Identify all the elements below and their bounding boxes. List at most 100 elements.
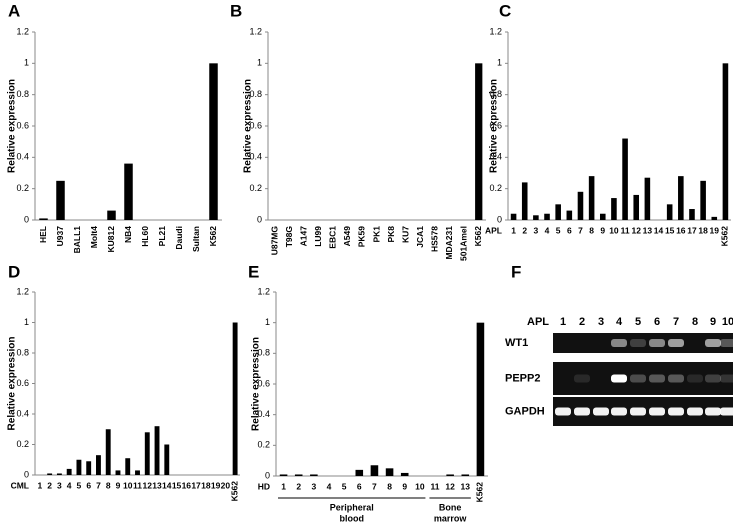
bar xyxy=(232,322,238,475)
x-tick-label: 12 xyxy=(445,481,455,491)
bar xyxy=(39,218,48,220)
gel-band xyxy=(687,374,703,383)
bar xyxy=(144,432,150,475)
y-tick-label: 0.8 xyxy=(257,348,270,358)
y-tick-label: 0.8 xyxy=(16,347,29,357)
lane-label: 5 xyxy=(635,316,641,328)
y-tick-label: 0.2 xyxy=(16,183,29,193)
x-tick-label: 10 xyxy=(609,225,619,235)
y-tick-label: 1.2 xyxy=(489,26,502,36)
x-tick-label: 7 xyxy=(96,480,101,490)
gel-band xyxy=(705,374,721,383)
y-tick-label: 0 xyxy=(497,214,502,224)
gel-band xyxy=(574,374,590,383)
y-tick-label: 1.2 xyxy=(249,26,262,36)
x-tick-label: K562 xyxy=(473,226,483,247)
x-tick-label: JCA1 xyxy=(415,226,425,248)
x-tick-label: LU99 xyxy=(313,226,323,247)
bar xyxy=(86,461,92,475)
bar xyxy=(633,194,640,220)
x-tick-label: 2 xyxy=(296,481,301,491)
x-tick-label: BALL1 xyxy=(72,226,82,254)
x-tick-label: K562 xyxy=(720,226,730,247)
x-tick-label: NB4 xyxy=(123,226,133,243)
group-text: Peripheral xyxy=(330,502,374,512)
x-tick-label: 1 xyxy=(38,480,43,490)
panel-label: E xyxy=(248,262,259,281)
gel-band xyxy=(593,407,609,416)
y-tick-label: 1.2 xyxy=(257,286,270,296)
gel-band xyxy=(720,339,733,347)
y-tick-label: 0.4 xyxy=(489,152,502,162)
gel-band xyxy=(649,374,665,383)
x-tick-label: KU812 xyxy=(106,226,116,253)
gel-band xyxy=(611,374,627,383)
gel-band xyxy=(611,407,627,416)
x-tick-label: 16 xyxy=(676,225,686,235)
bar xyxy=(475,63,483,221)
y-tick-label: 0 xyxy=(257,214,262,224)
y-tick-label: 0.6 xyxy=(249,120,262,130)
bar xyxy=(722,63,729,221)
bar xyxy=(400,472,409,476)
x-tick-label: 10 xyxy=(415,481,425,491)
x-tick-label: A549 xyxy=(342,226,352,247)
bar xyxy=(105,429,111,475)
bar xyxy=(644,177,651,220)
x-tick-label: 7 xyxy=(372,481,377,491)
x-tick-label: 16 xyxy=(182,480,192,490)
lane-label: 10 xyxy=(722,316,733,328)
bar xyxy=(107,210,116,220)
gel-row-label: WT1 xyxy=(505,337,528,349)
y-tick-label: 0.4 xyxy=(249,152,262,162)
x-tick-label: 8 xyxy=(387,481,392,491)
x-tick-label: KU7 xyxy=(400,226,410,243)
x-tick-label: 2 xyxy=(522,225,527,235)
x-tick-label: 2 xyxy=(47,480,52,490)
x-tick-label: 18 xyxy=(698,225,708,235)
bar xyxy=(47,473,53,475)
group-text: marrow xyxy=(434,513,468,523)
x-tick-label: 11 xyxy=(431,481,440,491)
bar xyxy=(476,322,485,476)
bar xyxy=(666,204,673,220)
y-tick-label: 0.4 xyxy=(16,408,29,418)
y-tick-label: 0.6 xyxy=(257,378,270,388)
y-tick-label: 1.2 xyxy=(16,26,29,36)
gel-band xyxy=(630,374,646,383)
x-tick-label: 6 xyxy=(86,480,91,490)
y-tick-label: 0 xyxy=(24,214,29,224)
gel-strip xyxy=(553,333,733,353)
x-tick-label: 5 xyxy=(77,480,82,490)
y-tick-label: 0.2 xyxy=(257,440,270,450)
bar xyxy=(279,474,288,476)
lane-label: 7 xyxy=(673,316,679,328)
x-tick-label: 18 xyxy=(201,480,211,490)
x-tick-label: 6 xyxy=(357,481,362,491)
panel-label: F xyxy=(511,262,521,281)
y-tick-label: 0.6 xyxy=(16,378,29,388)
x-tick-label: 1 xyxy=(281,481,286,491)
x-tick-label: 20 xyxy=(221,480,231,490)
x-tick-label: Molt4 xyxy=(89,226,99,248)
x-tick-label: U937 xyxy=(55,226,65,247)
bar xyxy=(310,474,318,476)
gel-band xyxy=(630,407,646,416)
x-tick-label: PK59 xyxy=(357,226,367,248)
y-tick-label: 1 xyxy=(265,317,270,327)
y-tick-label: 1 xyxy=(24,58,29,68)
y-tick-label: 0.8 xyxy=(489,89,502,99)
y-axis-label: Relative expression xyxy=(7,79,18,173)
x-tick-label: 14 xyxy=(162,480,172,490)
y-tick-label: 0 xyxy=(24,469,29,479)
bar xyxy=(599,213,606,220)
lane-label: 1 xyxy=(560,316,566,328)
x-tick-label: K562 xyxy=(229,481,239,502)
y-tick-label: 0.8 xyxy=(16,89,29,99)
x-tick-label: HS578 xyxy=(429,226,439,252)
bar xyxy=(678,176,684,220)
x-tick-label: U87MG xyxy=(270,226,280,256)
bar xyxy=(125,458,131,475)
gel-band xyxy=(705,339,721,347)
gel-band xyxy=(574,407,590,416)
